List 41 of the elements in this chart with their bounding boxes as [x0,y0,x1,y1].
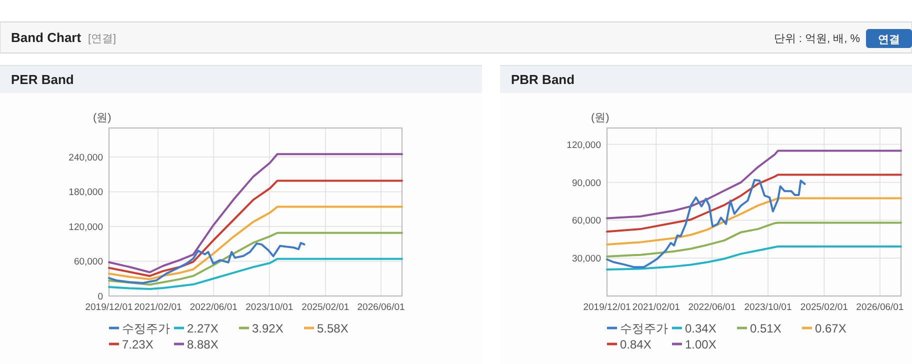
x-tick-label: 2023/10/01 [744,302,792,313]
x-tick-label: 2025/02/01 [800,302,848,313]
y-tick-label: 30,000 [572,254,601,265]
x-tick-label: 2019/12/01 [85,302,133,313]
y-tick-label: 120,000 [566,140,601,151]
y-tick-label: 180,000 [68,187,103,198]
legend-label: 0.84X [620,338,652,352]
chart-title: PER Band [11,72,74,87]
legend-label: 3.92X [252,322,284,336]
legend-label: 0.34X [685,322,716,336]
legend-label: 8.88X [187,338,218,352]
y-tick-label: 240,000 [68,152,103,164]
legend-label: 7.23X [122,338,154,352]
y-tick-label: 60,000 [572,216,601,227]
legend-label: 0.51X [750,322,782,336]
x-tick-label: 2025/02/01 [302,302,350,313]
y-tick-label: 0 [98,292,103,302]
x-tick-label: 2021/02/01 [632,302,680,313]
x-tick-label: 2022/06/01 [190,302,238,313]
legend-label: 2.27X [187,322,218,336]
text: 단위 : 억원, 배, % [774,33,860,45]
x-tick-label: 2022/06/01 [688,302,736,313]
legend-label: 1.00X [685,338,716,352]
legend-label: 0.67X [815,322,846,336]
x-tick-label: 2023/10/01 [246,302,294,313]
legend-label: 수정주가 [122,322,170,336]
chart-title: PBR Band [511,72,575,87]
x-tick-label: 2019/12/01 [583,302,631,313]
x-tick-label: 2021/02/01 [134,302,182,313]
y-axis-title: (원) [591,112,610,124]
text: 연결 [878,34,900,46]
legend-label: 수정주가 [620,322,668,336]
text: [연결] [88,33,116,45]
text: Band Chart [11,30,82,45]
x-tick-label: 2026/06/01 [856,302,904,313]
x-tick-label: 2026/06/01 [357,302,405,313]
y-tick-label: 60,000 [74,256,103,268]
y-tick-label: 120,000 [68,222,103,233]
y-tick-label: 90,000 [572,178,601,189]
y-axis-title: (원) [93,112,112,124]
legend-label: 5.58X [317,322,348,336]
